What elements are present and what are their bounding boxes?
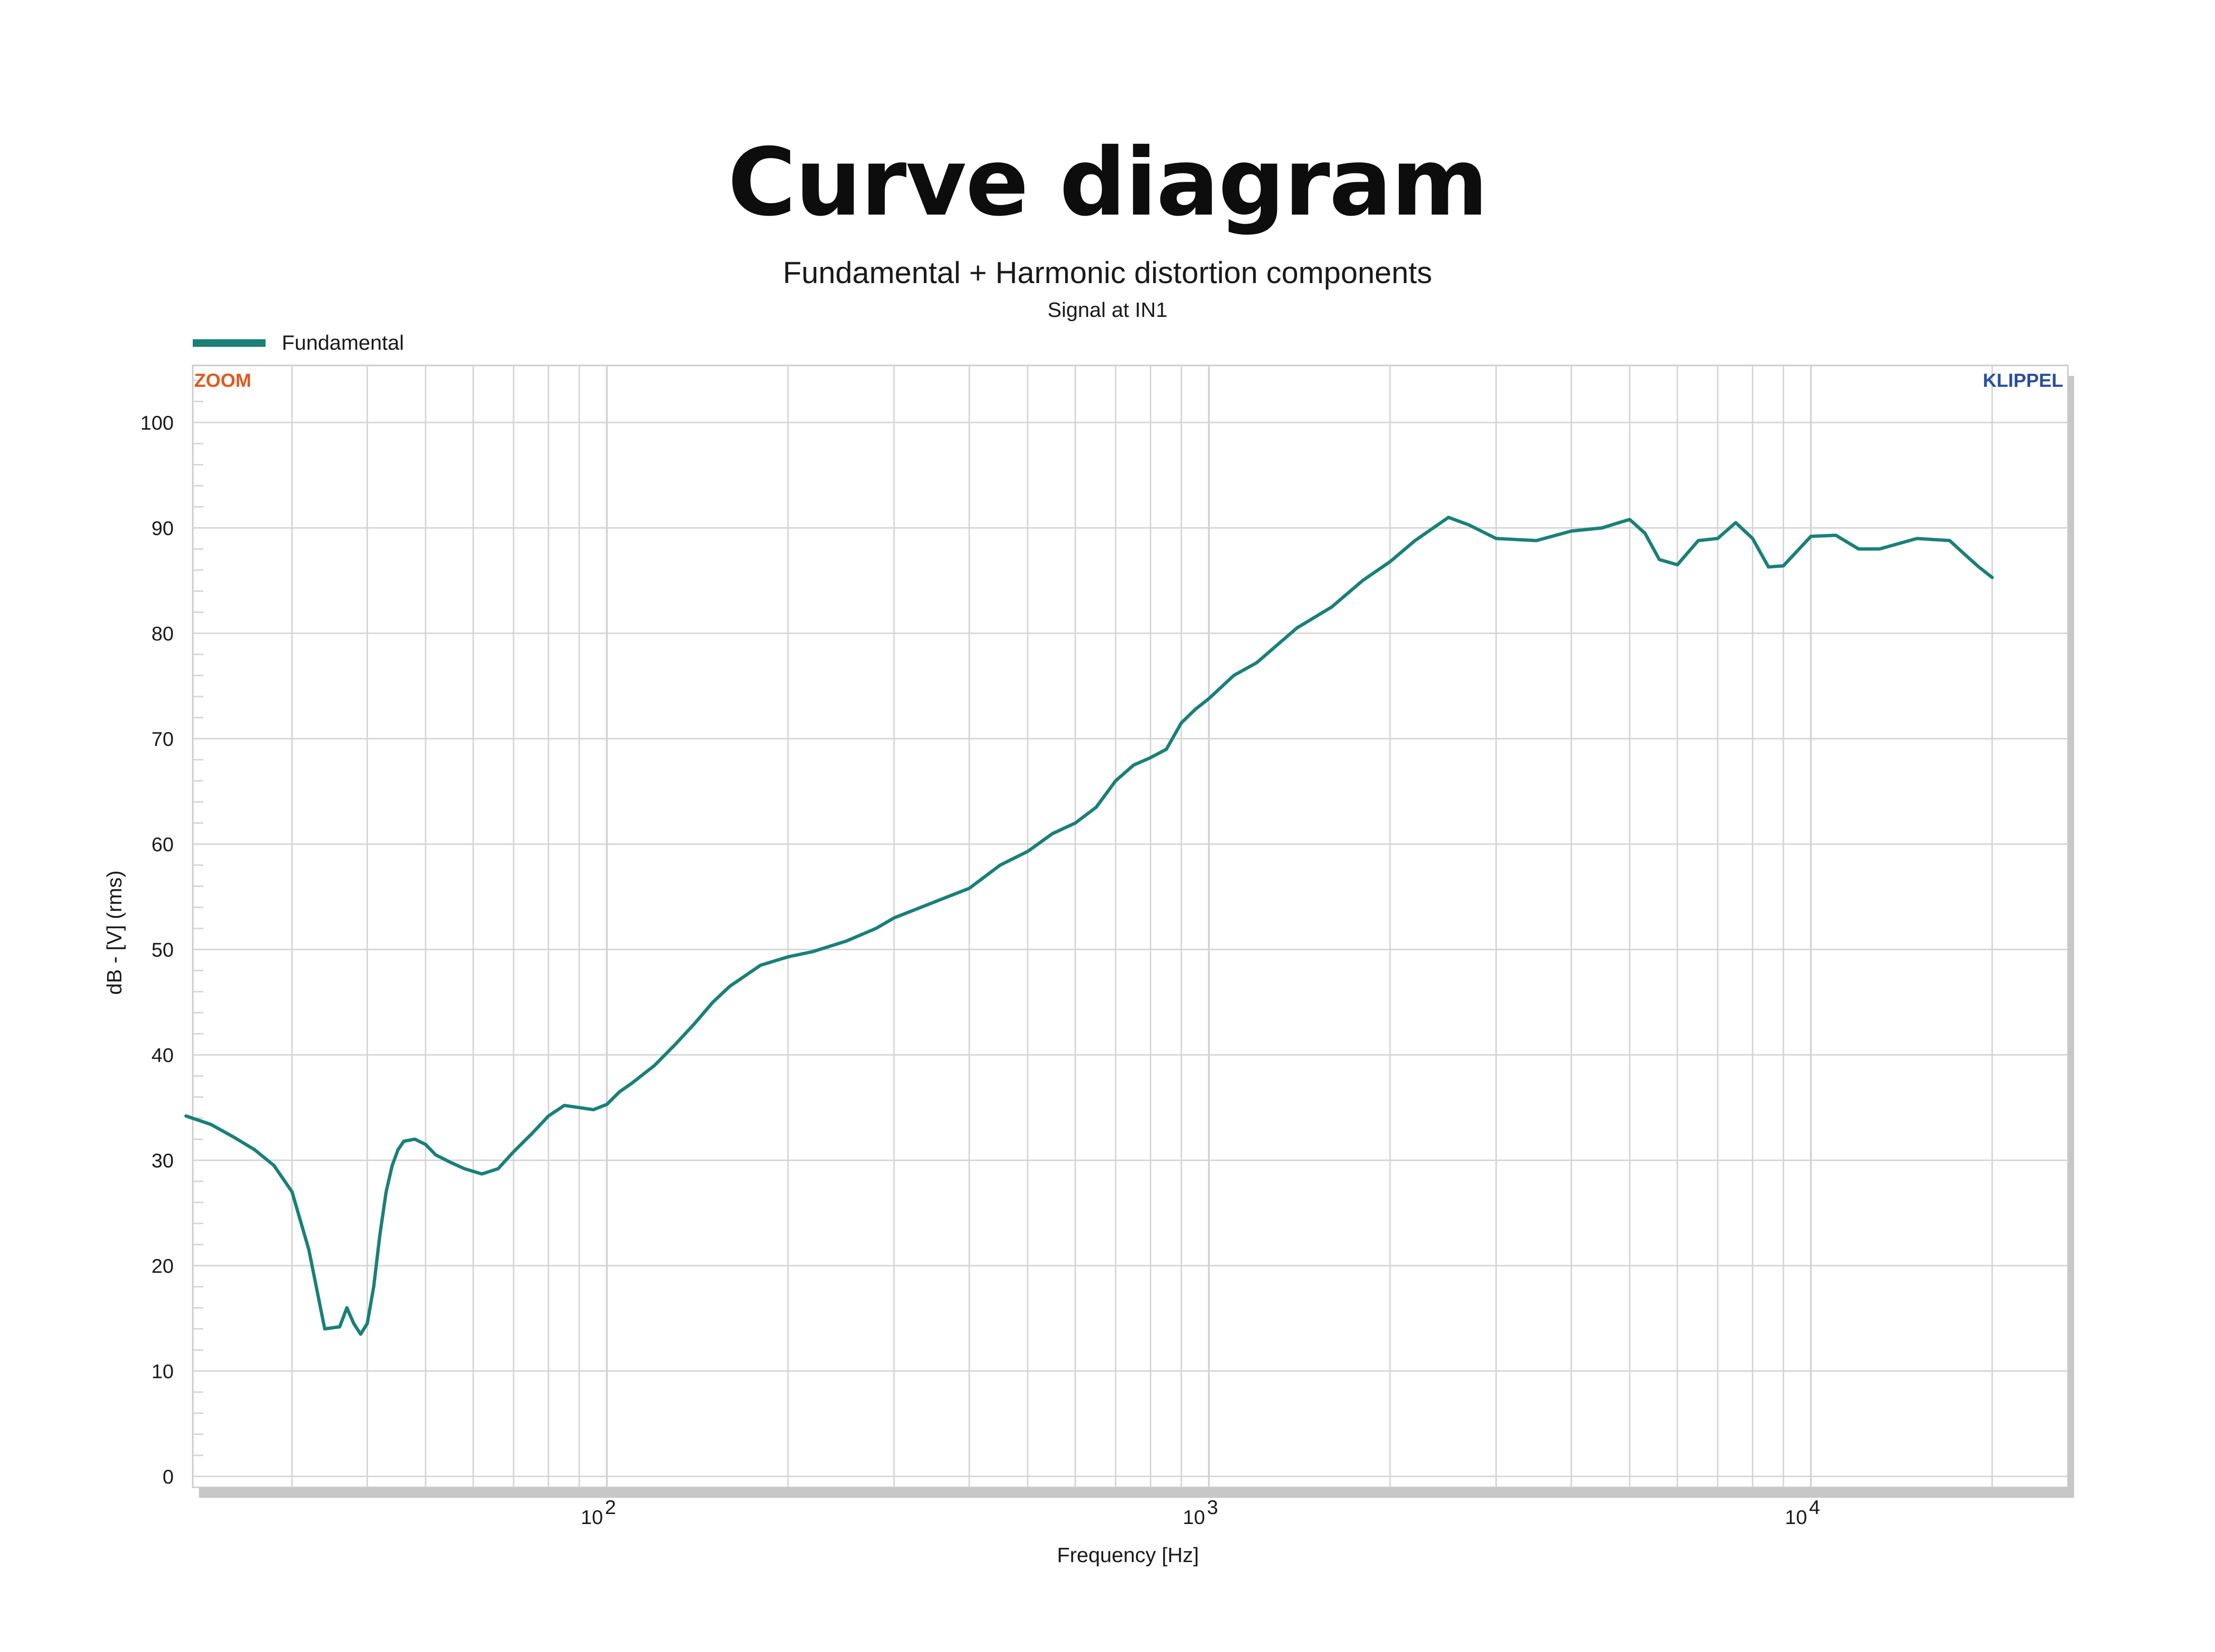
y-axis-tick-labels: 0 10 20 30 40 50 60 70 80 90 100 <box>140 412 174 1488</box>
y-minor-ticks <box>193 379 203 1456</box>
x-tick-label-exponent: 2 <box>605 1496 616 1518</box>
y-tick-label: 80 <box>151 622 174 645</box>
fundamental-series-line <box>184 515 1994 1336</box>
x-tick-label-exponent: 4 <box>1809 1496 1820 1518</box>
y-tick-label: 50 <box>151 939 174 961</box>
y-tick-label: 30 <box>151 1150 174 1172</box>
x-tick-label-base: 10 <box>1183 1506 1205 1528</box>
zoom-label[interactable]: ZOOM <box>194 370 251 391</box>
page-heading: Curve diagram <box>727 128 1488 237</box>
x-tick-label: 10 2 <box>581 1496 616 1528</box>
y-tick-label: 0 <box>163 1465 174 1488</box>
x-tick-label-base: 10 <box>581 1506 603 1528</box>
y-tick-label: 40 <box>151 1044 174 1066</box>
y-tick-label: 90 <box>151 517 174 540</box>
legend-label: Fundamental <box>282 331 404 354</box>
x-tick-label-exponent: 3 <box>1207 1496 1218 1518</box>
y-tick-label: 60 <box>151 833 174 856</box>
y-tick-label: 20 <box>151 1255 174 1277</box>
y-axis-label: dB - [V] (rms) <box>103 870 126 995</box>
plot-area <box>192 364 2069 1488</box>
y-tick-label: 100 <box>140 412 174 434</box>
x-axis-label: Frequency [Hz] <box>1057 1544 1199 1567</box>
y-tick-label: 10 <box>151 1360 174 1383</box>
klippel-logo-text: KLIPPEL <box>1983 370 2063 391</box>
x-axis-tick-labels: 10 2 10 3 10 4 <box>581 1496 1820 1528</box>
chart-title: Fundamental + Harmonic distortion compon… <box>783 256 1432 290</box>
legend: Fundamental <box>193 331 404 354</box>
chart-subtitle: Signal at IN1 <box>1048 298 1167 322</box>
grid <box>193 365 2068 1487</box>
x-tick-label-base: 10 <box>1785 1506 1807 1528</box>
x-tick-label: 10 3 <box>1183 1496 1218 1528</box>
y-tick-label: 70 <box>151 728 174 750</box>
x-tick-label: 10 4 <box>1785 1496 1820 1528</box>
